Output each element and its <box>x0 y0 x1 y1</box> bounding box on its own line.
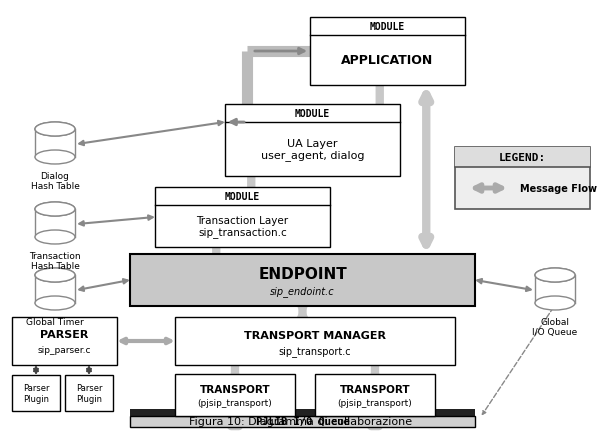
Text: Global Timer: Global Timer <box>26 317 84 326</box>
Text: APPLICATION: APPLICATION <box>341 54 433 67</box>
Ellipse shape <box>35 203 75 217</box>
Text: Parser
Plugin: Parser Plugin <box>76 383 102 403</box>
Ellipse shape <box>535 268 575 283</box>
Text: PARSER: PARSER <box>40 329 88 339</box>
Text: sip_parser.c: sip_parser.c <box>38 345 92 354</box>
Bar <box>535 275 575 303</box>
Text: MODULE: MODULE <box>295 109 330 119</box>
Ellipse shape <box>35 123 75 137</box>
Bar <box>310 18 465 86</box>
Text: MODULE: MODULE <box>225 191 260 201</box>
Bar <box>175 374 295 416</box>
Text: TRANSPORT MANAGER: TRANSPORT MANAGER <box>244 330 386 340</box>
Bar <box>35 275 75 303</box>
Bar <box>65 375 113 411</box>
Text: MODULE: MODULE <box>370 22 405 32</box>
Text: sip_transport.c: sip_transport.c <box>279 345 352 356</box>
Bar <box>455 148 590 168</box>
Text: (pjsip_transport): (pjsip_transport) <box>197 398 272 407</box>
Ellipse shape <box>35 268 75 283</box>
Bar <box>130 254 475 306</box>
Ellipse shape <box>35 151 75 164</box>
Text: Transaction Layer
sip_transaction.c: Transaction Layer sip_transaction.c <box>196 215 288 238</box>
Bar <box>12 375 60 411</box>
Text: Parser
Plugin: Parser Plugin <box>23 383 49 403</box>
Bar <box>35 210 75 237</box>
Text: TRANSPORT: TRANSPORT <box>340 384 411 394</box>
Bar <box>175 317 455 365</box>
Ellipse shape <box>535 268 575 283</box>
Text: TRANSPORT: TRANSPORT <box>200 384 270 394</box>
Text: LEGEND:: LEGEND: <box>499 153 546 163</box>
Bar <box>155 187 330 247</box>
Ellipse shape <box>35 230 75 244</box>
Bar <box>35 130 75 158</box>
Ellipse shape <box>35 268 75 283</box>
Text: Dialog
Hash Table: Dialog Hash Table <box>31 171 79 191</box>
Bar <box>225 105 400 177</box>
Bar <box>130 416 475 427</box>
Text: Transaction
Hash Table: Transaction Hash Table <box>29 251 81 271</box>
Text: Message Flow: Message Flow <box>520 184 597 194</box>
Text: Figura 10: Diagramma di collaborazione: Figura 10: Diagramma di collaborazione <box>190 416 412 426</box>
Bar <box>12 317 117 365</box>
Bar <box>455 148 590 210</box>
Text: Global
I/O Queue: Global I/O Queue <box>532 317 578 337</box>
Text: UA Layer
user_agent, dialog: UA Layer user_agent, dialog <box>261 138 364 161</box>
Bar <box>130 409 475 416</box>
Text: ENDPOINT: ENDPOINT <box>258 266 347 282</box>
Ellipse shape <box>35 123 75 137</box>
Text: sip_endoint.c: sip_endoint.c <box>270 285 335 296</box>
Bar <box>315 374 435 416</box>
Ellipse shape <box>535 296 575 310</box>
Ellipse shape <box>35 296 75 310</box>
Text: PJLIB I/O Queue: PJLIB I/O Queue <box>256 416 349 426</box>
Ellipse shape <box>35 203 75 217</box>
Text: (pjsip_transport): (pjsip_transport) <box>338 398 412 407</box>
